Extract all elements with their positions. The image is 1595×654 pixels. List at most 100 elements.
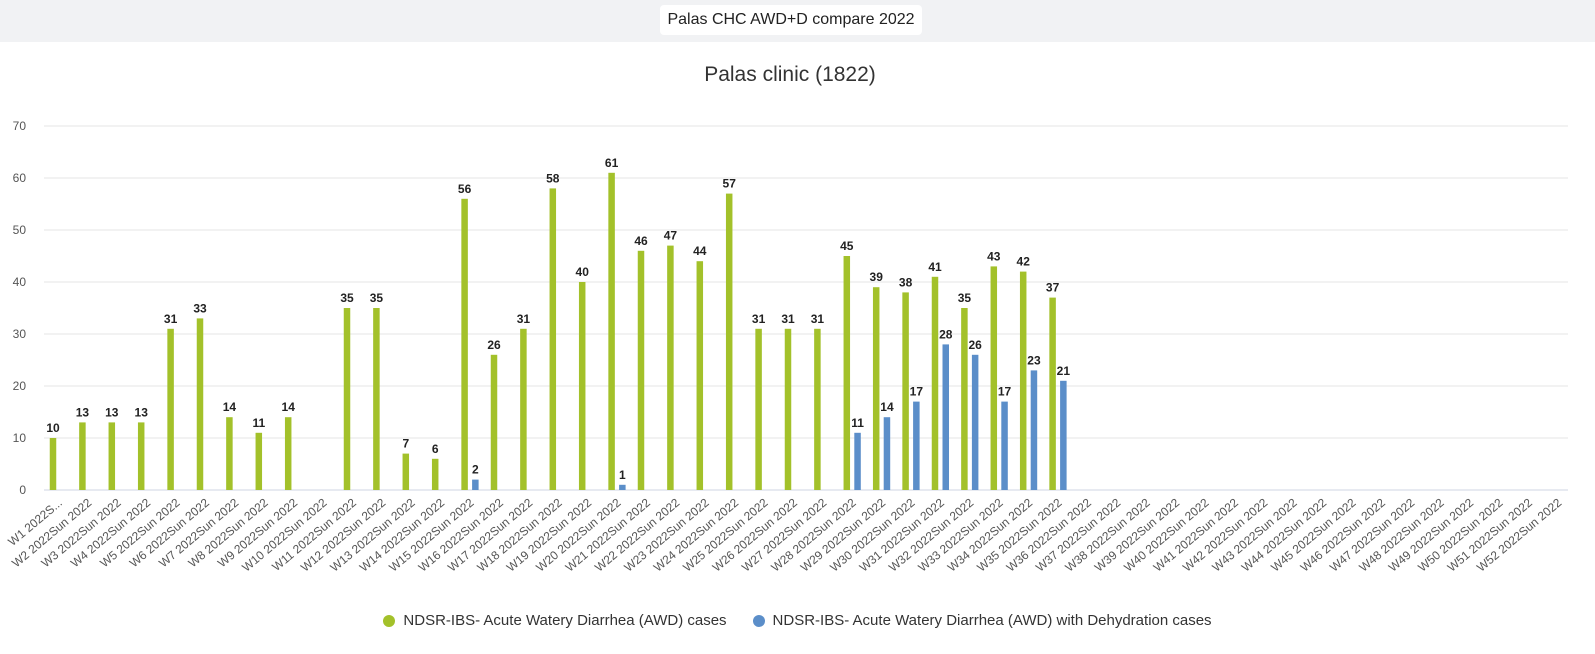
bar-awd xyxy=(725,193,733,490)
bar-awd xyxy=(843,256,851,490)
data-label: 13 xyxy=(135,405,149,419)
bar-awd-dehydration xyxy=(1001,401,1008,490)
y-tick-label: 30 xyxy=(13,327,27,341)
dashboard-title: Palas CHC AWD+D compare 2022 xyxy=(660,5,922,35)
legend-item[interactable]: NDSR-IBS- Acute Watery Diarrhea (AWD) wi… xyxy=(752,612,1212,629)
top-bar: Palas CHC AWD+D compare 2022 xyxy=(0,0,1595,42)
data-label: 38 xyxy=(899,275,913,289)
bar-awd-dehydration xyxy=(913,401,920,490)
data-label: 17 xyxy=(998,385,1012,399)
bar-awd xyxy=(49,438,57,490)
data-label: 44 xyxy=(693,244,707,258)
data-label: 7 xyxy=(402,437,409,451)
bar-awd xyxy=(990,266,998,490)
data-label: 42 xyxy=(1017,255,1031,269)
data-label: 26 xyxy=(968,338,982,352)
data-label: 14 xyxy=(282,400,296,414)
data-label: 13 xyxy=(76,405,90,419)
data-label: 31 xyxy=(781,312,795,326)
bar-awd xyxy=(79,422,86,490)
data-label: 31 xyxy=(517,312,531,326)
data-label: 26 xyxy=(487,338,501,352)
data-label: 40 xyxy=(576,265,590,279)
bar-awd xyxy=(284,417,292,490)
data-label: 35 xyxy=(340,291,354,305)
bar-awd xyxy=(872,287,880,490)
data-label: 37 xyxy=(1046,281,1060,295)
bar-awd-dehydration xyxy=(971,354,979,490)
data-label: 23 xyxy=(1027,353,1041,367)
data-label: 11 xyxy=(252,416,265,430)
bar-awd xyxy=(373,308,380,490)
y-tick-label: 20 xyxy=(13,379,27,393)
bar-awd xyxy=(667,245,674,490)
data-label: 35 xyxy=(370,291,384,305)
data-label: 39 xyxy=(870,270,884,284)
bar-awd-dehydration xyxy=(854,432,861,490)
y-tick-label: 50 xyxy=(13,223,27,237)
data-label: 31 xyxy=(752,312,766,326)
data-label: 35 xyxy=(958,291,972,305)
bar-awd xyxy=(255,432,263,490)
bar-awd xyxy=(608,172,615,491)
data-label: 21 xyxy=(1057,364,1071,378)
chart-legend: NDSR-IBS- Acute Watery Diarrhea (AWD) ca… xyxy=(0,612,1595,629)
bar-awd xyxy=(343,308,351,490)
bar-awd xyxy=(461,198,468,491)
bar-awd xyxy=(196,318,204,490)
bar-awd xyxy=(549,188,557,490)
bar-awd-dehydration xyxy=(619,484,626,490)
legend-item[interactable]: NDSR-IBS- Acute Watery Diarrhea (AWD) ca… xyxy=(383,612,727,629)
data-label: 10 xyxy=(46,421,60,435)
legend-label: NDSR-IBS- Acute Watery Diarrhea (AWD) wi… xyxy=(772,612,1212,629)
data-label: 57 xyxy=(723,177,737,191)
y-tick-label: 0 xyxy=(19,483,26,497)
bar-awd xyxy=(226,417,233,490)
bar-awd-dehydration xyxy=(472,479,479,490)
bar-awd xyxy=(431,458,439,490)
data-label: 17 xyxy=(910,385,924,399)
bar-awd xyxy=(814,328,821,490)
bar-awd xyxy=(1019,271,1027,490)
bar-awd-dehydration xyxy=(1030,370,1038,490)
bar-awd xyxy=(108,422,116,490)
bar-awd xyxy=(696,261,704,490)
y-tick-label: 70 xyxy=(13,119,27,133)
data-label: 58 xyxy=(546,171,560,185)
y-tick-label: 10 xyxy=(13,431,27,445)
data-label: 47 xyxy=(664,229,678,243)
bar-awd-dehydration xyxy=(883,417,891,490)
data-label: 45 xyxy=(840,239,854,253)
data-label: 61 xyxy=(605,156,619,170)
data-label: 43 xyxy=(987,249,1001,263)
data-label: 56 xyxy=(458,182,472,196)
bar-awd xyxy=(931,276,939,490)
bar-awd xyxy=(1049,297,1056,490)
legend-label: NDSR-IBS- Acute Watery Diarrhea (AWD) ca… xyxy=(403,612,727,629)
data-label: 28 xyxy=(939,327,953,341)
data-label: 41 xyxy=(928,260,942,274)
data-label: 14 xyxy=(880,400,894,414)
data-label: 11 xyxy=(851,416,864,430)
data-label: 33 xyxy=(193,301,207,315)
bar-awd xyxy=(961,308,968,490)
data-label: 2 xyxy=(472,463,479,477)
chart-title: Palas clinic (1822) xyxy=(704,63,876,86)
bar-awd-dehydration xyxy=(1060,380,1067,490)
bar-awd xyxy=(137,422,145,490)
bar-awd xyxy=(490,354,498,490)
data-label: 46 xyxy=(634,234,648,248)
data-label: 6 xyxy=(432,442,439,456)
bar-awd xyxy=(755,328,762,490)
legend-marker-icon xyxy=(752,614,765,627)
bar-awd xyxy=(637,250,645,490)
bar-awd-dehydration xyxy=(942,344,949,490)
data-label: 13 xyxy=(105,405,119,419)
data-label: 31 xyxy=(811,312,825,326)
y-tick-label: 40 xyxy=(13,275,27,289)
bar-awd xyxy=(784,328,792,490)
bar-awd xyxy=(402,453,410,490)
bar-awd xyxy=(902,292,909,490)
data-label: 14 xyxy=(223,400,237,414)
